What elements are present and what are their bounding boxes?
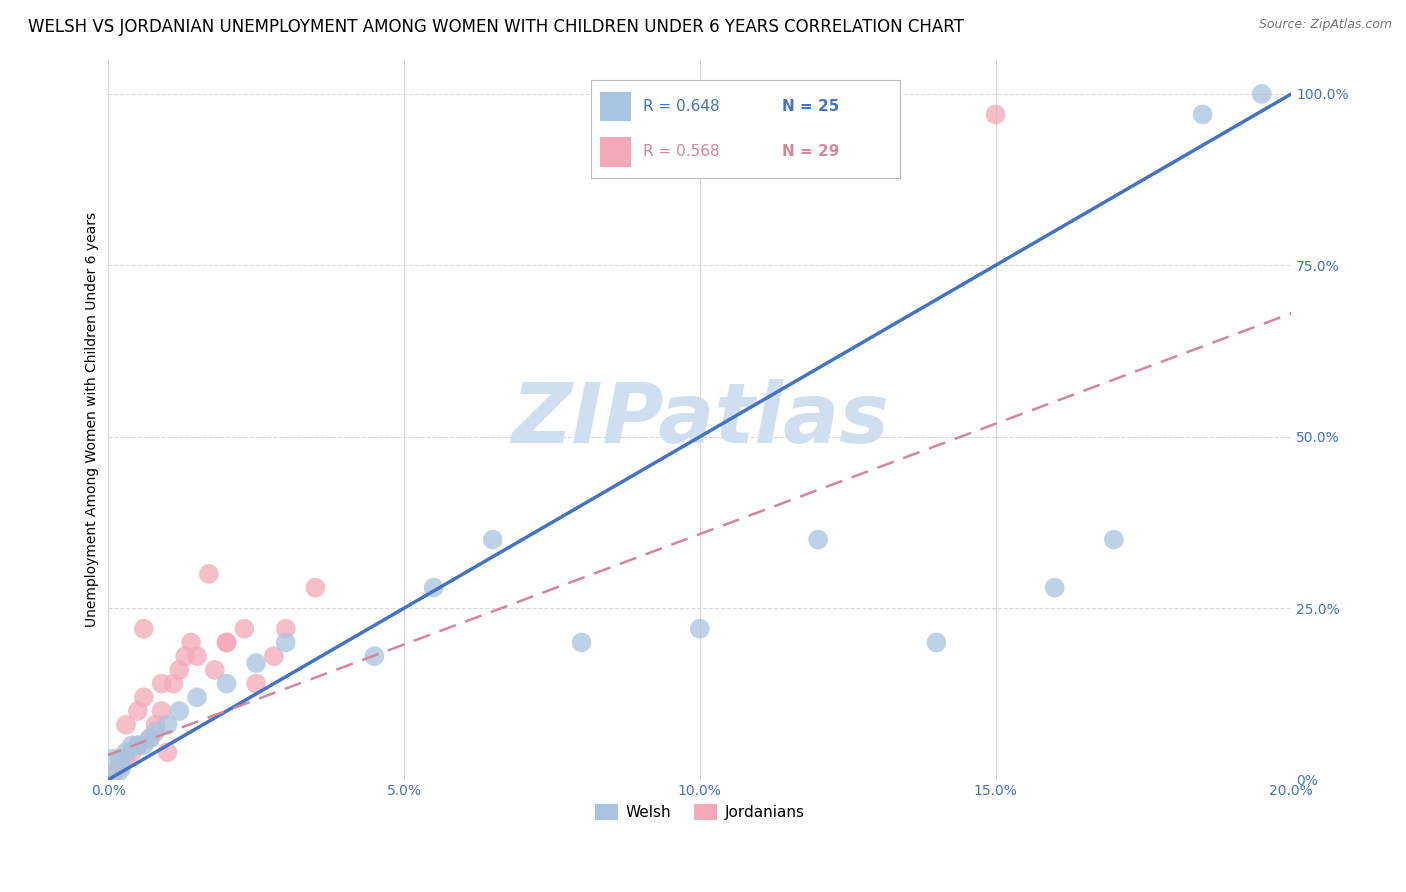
Point	[571, 635, 593, 649]
Point	[115, 752, 138, 766]
Point	[274, 635, 297, 649]
Point	[108, 752, 131, 766]
Point	[121, 739, 143, 753]
FancyBboxPatch shape	[600, 137, 631, 167]
Point	[174, 649, 197, 664]
Text: WELSH VS JORDANIAN UNEMPLOYMENT AMONG WOMEN WITH CHILDREN UNDER 6 YEARS CORRELAT: WELSH VS JORDANIAN UNEMPLOYMENT AMONG WO…	[28, 18, 965, 36]
Point	[132, 690, 155, 705]
Point	[127, 704, 149, 718]
Legend: Welsh, Jordanians: Welsh, Jordanians	[589, 797, 811, 826]
Point	[274, 622, 297, 636]
Point	[204, 663, 226, 677]
Point	[138, 731, 160, 746]
Point	[263, 649, 285, 664]
Point	[156, 745, 179, 759]
Point	[215, 676, 238, 690]
Point	[150, 676, 173, 690]
Point	[481, 533, 503, 547]
Point	[145, 724, 167, 739]
Point	[167, 704, 190, 718]
Point	[167, 663, 190, 677]
Point	[689, 622, 711, 636]
Text: R = 0.568: R = 0.568	[643, 145, 720, 160]
Point	[145, 717, 167, 731]
Text: ZIPatlas: ZIPatlas	[510, 379, 889, 460]
Point	[1102, 533, 1125, 547]
Text: Source: ZipAtlas.com: Source: ZipAtlas.com	[1258, 18, 1392, 31]
Point	[121, 745, 143, 759]
Point	[304, 581, 326, 595]
Point	[984, 107, 1007, 121]
Point	[186, 690, 208, 705]
Point	[156, 717, 179, 731]
Point	[180, 635, 202, 649]
Point	[245, 676, 267, 690]
Point	[103, 765, 125, 780]
Point	[132, 622, 155, 636]
FancyBboxPatch shape	[600, 92, 631, 121]
Point	[215, 635, 238, 649]
Point	[1191, 107, 1213, 121]
Point	[150, 704, 173, 718]
Point	[132, 739, 155, 753]
Point	[807, 533, 830, 547]
Point	[422, 581, 444, 595]
Point	[127, 739, 149, 753]
Point	[162, 676, 184, 690]
Point	[103, 759, 125, 773]
Point	[115, 717, 138, 731]
Point	[108, 759, 131, 773]
Point	[1043, 581, 1066, 595]
Text: R = 0.648: R = 0.648	[643, 99, 720, 114]
Point	[127, 739, 149, 753]
Point	[115, 745, 138, 759]
Y-axis label: Unemployment Among Women with Children Under 6 years: Unemployment Among Women with Children U…	[86, 212, 100, 627]
Text: N = 29: N = 29	[782, 145, 839, 160]
Point	[186, 649, 208, 664]
Point	[198, 566, 221, 581]
Text: N = 25: N = 25	[782, 99, 839, 114]
Point	[245, 656, 267, 670]
Point	[363, 649, 385, 664]
Point	[1250, 87, 1272, 101]
Point	[138, 731, 160, 746]
Point	[215, 635, 238, 649]
Point	[925, 635, 948, 649]
Point	[233, 622, 256, 636]
